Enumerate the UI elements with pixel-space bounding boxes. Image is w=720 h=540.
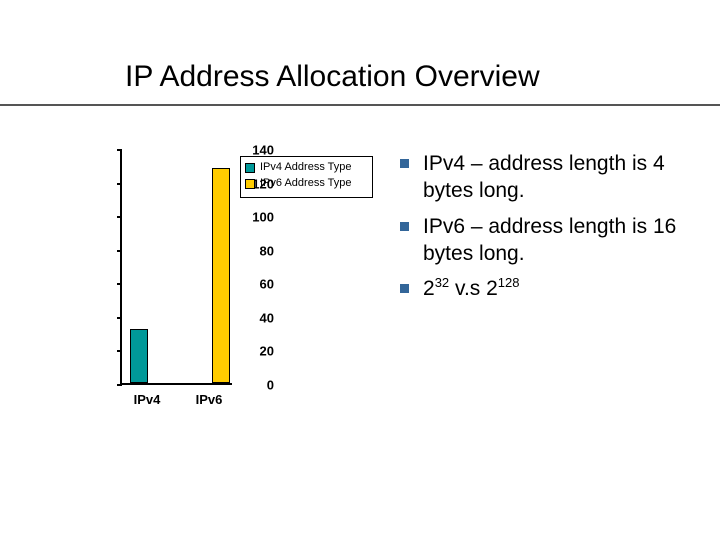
bullet-marker-icon xyxy=(400,284,409,293)
chart-bar xyxy=(130,329,148,383)
legend-label: IPv6 Address Type xyxy=(260,177,352,191)
y-tick-mark xyxy=(117,183,122,185)
y-tick-label: 0 xyxy=(234,378,274,393)
bullet-text: IPv4 – address length is 4 bytes long. xyxy=(423,150,690,205)
bullet-text: 232 v.s 2128 xyxy=(423,275,520,302)
chart-legend: IPv4 Address Type IPv6 Address Type xyxy=(240,156,373,198)
bullet-item: IPv4 – address length is 4 bytes long. xyxy=(400,150,690,205)
slide: IP Address Allocation Overview 0 20 40 60 80… xyxy=(0,0,720,540)
legend-swatch xyxy=(245,179,255,189)
legend-item: IPv4 Address Type xyxy=(245,161,368,175)
y-tick-label: 60 xyxy=(234,277,274,292)
bullet-marker-icon xyxy=(400,222,409,231)
y-tick-mark xyxy=(117,149,122,151)
x-axis-label: IPv4 xyxy=(122,392,172,407)
chart-bar xyxy=(212,168,230,383)
bullet-text: IPv6 – address length is 16 bytes long. xyxy=(423,213,690,268)
y-tick-mark xyxy=(117,350,122,352)
y-tick-label: 80 xyxy=(234,243,274,258)
y-tick-label: 40 xyxy=(234,310,274,325)
legend-label: IPv4 Address Type xyxy=(260,161,352,175)
bar-chart: 020406080100120140 IPv4IPv6 IPv4 Address… xyxy=(70,150,390,440)
legend-item: IPv6 Address Type xyxy=(245,177,368,191)
y-tick-mark xyxy=(117,283,122,285)
legend-swatch xyxy=(245,163,255,173)
bullet-marker-icon xyxy=(400,159,409,168)
bullet-item: IPv6 – address length is 16 bytes long. xyxy=(400,213,690,268)
y-tick-label: 20 xyxy=(234,344,274,359)
title-underline xyxy=(0,104,720,106)
bullet-list: IPv4 – address length is 4 bytes long. IP… xyxy=(400,150,690,310)
bullet-item: 232 v.s 2128 xyxy=(400,275,690,302)
y-tick-mark xyxy=(117,250,122,252)
x-axis-label: IPv6 xyxy=(184,392,234,407)
y-tick-mark xyxy=(117,317,122,319)
y-tick-label: 100 xyxy=(234,210,274,225)
y-tick-mark xyxy=(117,216,122,218)
slide-title: IP Address Allocation Overview xyxy=(125,60,540,94)
chart-plot-area xyxy=(120,150,232,385)
y-tick-mark xyxy=(117,384,122,386)
